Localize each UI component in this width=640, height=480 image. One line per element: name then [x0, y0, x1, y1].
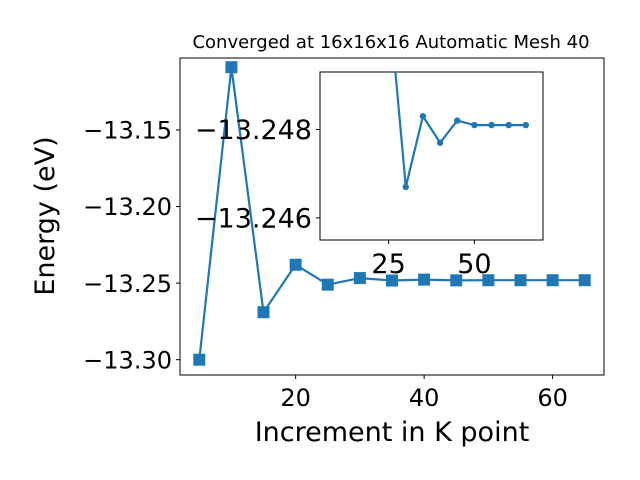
main-data-point: [353, 272, 366, 285]
inset-y-tick-label: −13.248: [195, 115, 312, 146]
inset-data-point: [436, 139, 444, 146]
main-data-point: [514, 274, 527, 287]
inset-data-point: [522, 121, 530, 129]
inset-data-point: [454, 117, 461, 124]
inset-data-point: [488, 121, 495, 129]
main-y-tick-label: −13.20: [83, 193, 172, 221]
inset-data-point: [505, 121, 512, 129]
x-axis-label: Increment in K point: [255, 417, 530, 448]
main-data-point: [257, 306, 270, 319]
inset-data-point: [471, 121, 478, 129]
main-y-tick-label: −13.15: [83, 117, 172, 145]
main-data-point: [450, 274, 463, 287]
inset-x-tick-label: 25: [371, 249, 405, 280]
chart-title: Converged at 16x16x16 Automatic Mesh 40: [192, 32, 589, 53]
main-data-point: [546, 274, 559, 287]
main-data-point: [225, 61, 238, 74]
y-axis-label: Energy (eV): [30, 136, 61, 295]
inset-x-tick-label: 50: [457, 249, 491, 280]
main-data-point: [482, 274, 495, 287]
inset-data-point: [419, 113, 427, 120]
inset-plot-area: [319, 71, 544, 241]
main-x-tick-label: 20: [280, 384, 311, 412]
main-data-point: [289, 258, 302, 271]
main-data-point: [321, 278, 334, 291]
main-y-tick-label: −13.25: [83, 270, 172, 298]
main-y-tick-label: −13.30: [83, 346, 172, 374]
main-plot-area: [179, 57, 605, 376]
main-data-point: [418, 273, 431, 286]
main-x-tick-label: 60: [537, 384, 568, 412]
inset-data-point: [402, 183, 409, 191]
inset-y-tick-label: −13.246: [195, 204, 312, 235]
main-data-point: [193, 353, 206, 366]
main-x-tick-label: 40: [409, 384, 440, 412]
main-data-point: [578, 274, 591, 287]
main-data-point: [386, 274, 398, 287]
